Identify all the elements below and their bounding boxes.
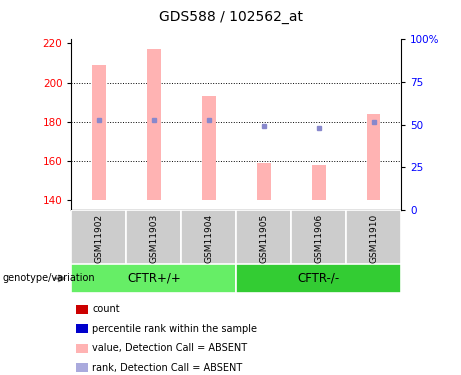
- Bar: [181, 210, 236, 264]
- Text: GSM11903: GSM11903: [149, 214, 159, 263]
- Text: GSM11910: GSM11910: [369, 214, 378, 263]
- Text: GDS588 / 102562_at: GDS588 / 102562_at: [159, 10, 302, 24]
- Text: GSM11902: GSM11902: [95, 214, 103, 263]
- Bar: [291, 210, 346, 264]
- Text: count: count: [92, 304, 120, 314]
- Text: GSM11906: GSM11906: [314, 214, 323, 263]
- Text: genotype/variation: genotype/variation: [2, 273, 95, 284]
- Text: value, Detection Call = ABSENT: value, Detection Call = ABSENT: [92, 344, 247, 353]
- Bar: [202, 96, 216, 200]
- Bar: [257, 163, 271, 200]
- Text: GSM11904: GSM11904: [204, 214, 213, 263]
- Text: CFTR+/+: CFTR+/+: [127, 272, 181, 285]
- Bar: [236, 264, 401, 292]
- Bar: [92, 65, 106, 200]
- Bar: [71, 210, 126, 264]
- Text: GSM11905: GSM11905: [259, 214, 268, 263]
- Text: percentile rank within the sample: percentile rank within the sample: [92, 324, 257, 334]
- Bar: [367, 114, 380, 200]
- Text: rank, Detection Call = ABSENT: rank, Detection Call = ABSENT: [92, 363, 242, 373]
- Bar: [147, 49, 161, 200]
- Bar: [236, 210, 291, 264]
- Text: CFTR-/-: CFTR-/-: [297, 272, 340, 285]
- Bar: [126, 210, 181, 264]
- Bar: [346, 210, 401, 264]
- Bar: [71, 264, 236, 292]
- Bar: [312, 165, 325, 200]
